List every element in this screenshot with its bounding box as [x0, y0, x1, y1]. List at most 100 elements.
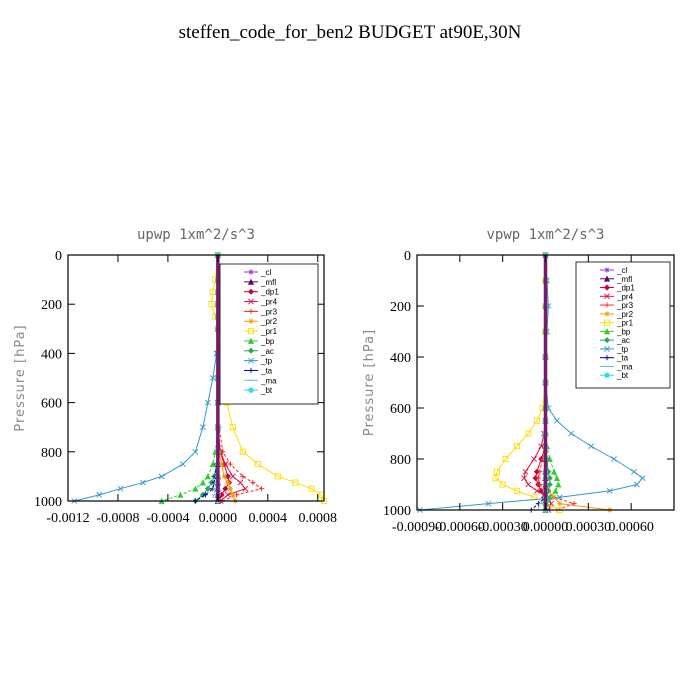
legend-marker — [248, 318, 254, 324]
legend-label: _pr4 — [260, 298, 278, 307]
x-tick-label: -0.0008 — [96, 511, 139, 526]
legend-label: _tp — [260, 357, 273, 366]
data-point — [525, 430, 532, 437]
x-tick-label: 0.00000 — [523, 520, 569, 535]
legend-item: _mfl — [244, 278, 276, 287]
data-point — [208, 301, 215, 308]
data-point — [250, 479, 256, 486]
legend-marker — [603, 337, 611, 344]
legend-label: _pr3 — [616, 301, 634, 310]
data-point — [117, 485, 124, 492]
legend-label: _bp — [616, 327, 631, 336]
data-point — [485, 500, 492, 507]
x-tick-label: 0.00060 — [608, 520, 654, 535]
legend-label: _pr4 — [616, 292, 634, 301]
data-point — [229, 424, 236, 431]
legend-item: _pr4 — [600, 292, 634, 301]
data-point — [204, 473, 211, 480]
y-tick-label: 1000 — [34, 495, 62, 510]
legend-item: _tp — [244, 357, 273, 366]
legend-marker — [603, 284, 611, 291]
data-point — [568, 430, 575, 437]
data-point — [639, 475, 646, 482]
chart-panel-1: upwp 1xm^2/s^3 Pressure [hPa] 0 200 400 600 80… — [13, 227, 337, 526]
legend-label: _ma — [260, 376, 277, 385]
data-point — [502, 455, 509, 463]
legend-item: _bt — [244, 386, 273, 395]
data-point — [254, 461, 261, 468]
data-point — [554, 417, 560, 424]
data-point — [242, 485, 249, 492]
legend-marker — [604, 346, 610, 352]
legend-label: _cl — [616, 266, 627, 275]
legend-label: _pr3 — [260, 307, 278, 316]
data-point — [631, 468, 637, 475]
data-point — [96, 491, 103, 498]
data-point — [219, 461, 225, 467]
y-tick-label: 0 — [404, 249, 411, 264]
legend-item: _tp — [600, 345, 629, 354]
legend-label: _pr2 — [616, 310, 634, 319]
legend-item: _mfl — [600, 275, 632, 284]
data-point — [192, 485, 199, 492]
legend-item: _dp1 — [600, 284, 635, 293]
data-point — [552, 487, 559, 494]
legend-marker — [248, 269, 254, 275]
legend-marker — [603, 319, 611, 326]
legend-item: _ma — [244, 376, 277, 385]
legend-item: _pr4 — [244, 298, 278, 307]
data-point — [274, 473, 281, 480]
data-point — [555, 481, 562, 488]
data-point — [532, 475, 539, 482]
data-point — [192, 448, 199, 455]
legend-label: _mfl — [260, 278, 276, 287]
chart-panel-2: vpwp 1xm^2/s^3 Pressure [hPa] 0 200 400 600 80… — [362, 227, 675, 535]
legend-marker — [604, 355, 610, 361]
data-point — [292, 479, 299, 486]
data-point — [521, 475, 528, 482]
legend-item: _pr1 — [600, 319, 634, 328]
series-line — [74, 254, 226, 502]
legend-label: _ta — [260, 366, 273, 375]
data-point — [140, 479, 146, 486]
legend-label: _ma — [616, 362, 633, 371]
data-point — [538, 443, 545, 450]
data-point — [199, 424, 206, 431]
legend-item: _ac — [600, 336, 630, 345]
legend: _cl_mfl_dp1_pr4_pr3_pr2_pr1_bp_ac_tp_ta_… — [575, 261, 671, 389]
data-point — [533, 417, 540, 424]
data-point — [239, 448, 246, 455]
data-point — [606, 487, 613, 494]
x-tick-label: 0.0004 — [249, 511, 288, 526]
legend-marker — [604, 311, 610, 317]
x-tick-label: -0.0004 — [146, 511, 189, 526]
legend-item: _pr1 — [244, 327, 278, 336]
legend-item: _pr3 — [600, 301, 634, 310]
legend-marker — [248, 298, 254, 305]
x-tick-label: 0.00030 — [566, 520, 612, 535]
legend-marker — [248, 308, 254, 314]
data-point — [534, 487, 540, 494]
data-point — [553, 474, 561, 482]
data-point — [225, 479, 231, 486]
series-tp — [71, 252, 229, 504]
legend-label: _cl — [260, 268, 271, 277]
series-line — [161, 255, 219, 502]
x-tick-label: 0.0000 — [199, 511, 238, 526]
legend-label: _pr1 — [616, 319, 634, 328]
legend-item: _pr2 — [600, 310, 634, 319]
legend-label: _mfl — [616, 275, 632, 284]
legend-marker — [604, 302, 610, 308]
data-point — [533, 468, 540, 475]
data-point — [179, 461, 186, 468]
legend-item: _ma — [600, 362, 633, 371]
data-point — [556, 494, 563, 501]
y-tick-label: 800 — [390, 453, 411, 468]
legend-marker — [604, 267, 610, 273]
data-point — [230, 492, 236, 498]
legend-item: _ta — [244, 366, 273, 375]
x-tick-label: 0.0008 — [299, 511, 338, 526]
data-point — [158, 473, 165, 480]
y-axis-label: Pressure [hPa] — [13, 324, 28, 431]
